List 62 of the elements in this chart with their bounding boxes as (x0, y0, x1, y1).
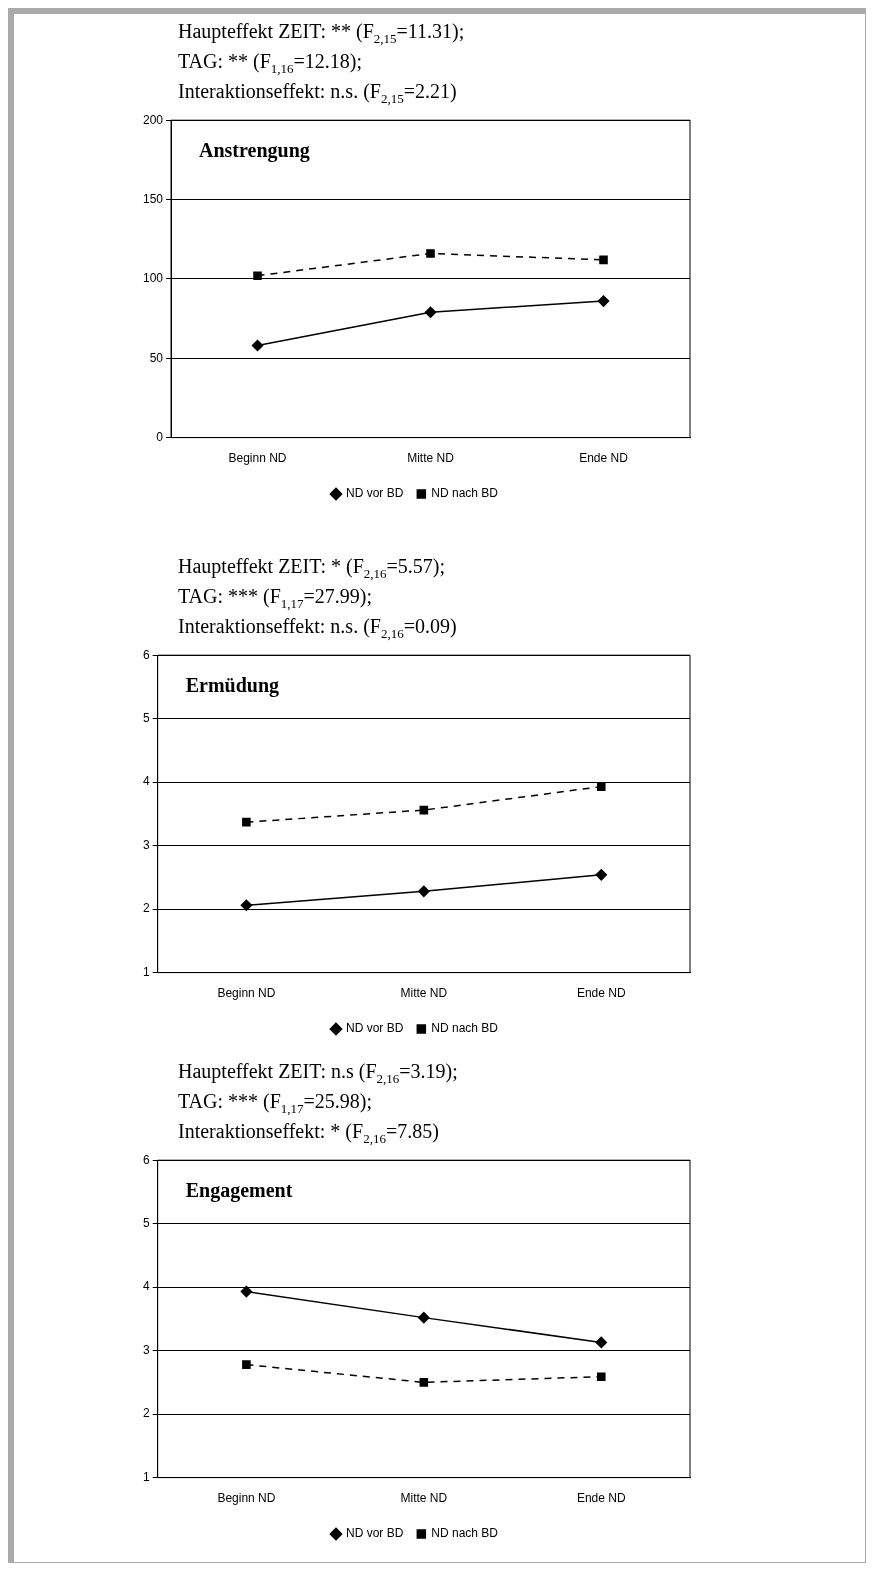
point (418, 1311, 430, 1324)
y-tick-label: 50 (149, 350, 164, 365)
text: TAG: ** (F$_{1,16}$=12.18); (178, 50, 364, 78)
x-tick-label: Mitte ND (400, 986, 448, 1001)
text: Anstrengung (199, 139, 310, 163)
y-tick-label: 1 (142, 964, 150, 979)
point (596, 1372, 606, 1381)
y-tick-label: 200 (142, 112, 164, 127)
y-tick-label: 3 (142, 1342, 150, 1357)
point (242, 1360, 251, 1369)
y-tick-label: 2 (142, 901, 150, 916)
legend-label: ND vor BD (345, 1021, 404, 1036)
point (596, 782, 606, 791)
point (240, 1285, 253, 1298)
y-tick-label: 4 (142, 774, 150, 789)
text: Haupteffekt ZEIT: n.s (F$_{2,16}$=3.19); (178, 1060, 459, 1088)
x-tick-label: Beginn ND (217, 1491, 276, 1506)
y-tick-label: 6 (142, 647, 150, 662)
y-tick-label: 5 (142, 1215, 150, 1230)
point (419, 805, 429, 815)
y-tick-label: 150 (142, 191, 164, 206)
point (599, 255, 608, 265)
point (418, 885, 430, 898)
point (253, 271, 262, 281)
point (251, 339, 264, 352)
x-tick-label: Beginn ND (228, 451, 287, 466)
legend-label: ND vor BD (345, 486, 404, 501)
x-tick-label: Ende ND (579, 451, 629, 466)
y-tick-label: 5 (142, 710, 150, 725)
y-tick-label: 6 (142, 1152, 150, 1167)
y-tick-label: 3 (142, 837, 150, 852)
point (595, 869, 608, 881)
y-tick-label: 1 (142, 1469, 150, 1484)
text: Engagement (185, 1179, 293, 1203)
point (240, 899, 253, 912)
x-tick-label: Mitte ND (407, 451, 455, 466)
text: Haupteffekt ZEIT: ** (F$_{2,15}$=11.31); (178, 20, 466, 48)
legend-label: ND nach BD (431, 1526, 499, 1541)
x-tick-label: Ende ND (576, 1491, 626, 1506)
point (419, 1378, 429, 1387)
legend-label: ND nach BD (431, 486, 499, 501)
text: Ermüdung (185, 674, 280, 698)
y-tick-label: 2 (142, 1406, 150, 1421)
point (426, 249, 435, 258)
y-tick-label: 4 (142, 1279, 150, 1294)
x-tick-label: Beginn ND (217, 986, 276, 1001)
point (595, 1336, 608, 1349)
x-tick-label: Mitte ND (400, 1491, 448, 1506)
text: Interaktionseffekt: n.s. (F$_{2,16}$=0.09) (178, 615, 458, 643)
text: Interaktionseffekt: * (F$_{2,16}$=7.85) (178, 1120, 440, 1148)
text: Haupteffekt ZEIT: * (F$_{2,16}$=5.57); (178, 555, 447, 583)
point (597, 295, 610, 307)
legend-label: ND vor BD (345, 1526, 404, 1541)
y-tick-label: 0 (156, 429, 164, 444)
x-tick-label: Ende ND (576, 986, 626, 1001)
text: Interaktionseffekt: n.s. (F$_{2,15}$=2.21) (178, 80, 458, 108)
y-tick-label: 100 (142, 271, 164, 286)
point (242, 817, 251, 827)
text: TAG: *** (F$_{1,17}$=27.99); (178, 585, 374, 613)
point (424, 306, 437, 318)
legend-label: ND nach BD (431, 1021, 499, 1036)
text: TAG: *** (F$_{1,17}$=25.98); (178, 1090, 374, 1118)
